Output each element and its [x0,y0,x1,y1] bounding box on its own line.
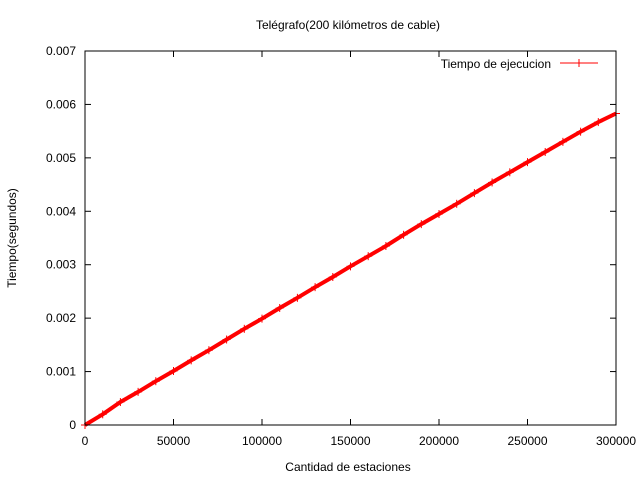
y-tick-label: 0.005 [46,151,76,165]
data-point [435,209,443,218]
data-point [364,252,373,261]
data-point [311,283,320,292]
data-point [523,158,532,167]
y-tick-label: 0 [69,418,76,432]
y-tick-label: 0.001 [46,365,76,379]
legend-label: Tiempo de ejecucion [441,57,551,71]
x-tick-label: 150000 [330,434,370,448]
data-point [452,199,461,208]
x-tick-label: 50000 [157,434,191,448]
x-axis: 0 50000 100000 150000 200000 250000 300000 [82,51,636,448]
data-point [134,387,143,396]
series-points [81,109,620,429]
data-point [98,410,107,419]
data-point [293,293,302,302]
data-point [594,118,603,127]
data-point [240,324,249,333]
data-point [222,335,231,344]
y-axis-label: Tiempo(segundos) [5,188,19,288]
data-point [116,398,125,407]
data-point [558,137,567,146]
chart-title: Telégrafo(200 kilómetros de cable) [256,18,440,32]
data-point [346,262,355,271]
y-axis: 0 0.001 0.002 0.003 0.004 0.005 0.006 0.007 [46,44,616,432]
y-tick-label: 0.003 [46,258,76,272]
data-point [204,346,213,355]
data-point [399,230,408,239]
data-point [488,178,497,187]
x-tick-label: 100000 [242,434,282,448]
x-tick-label: 0 [82,434,89,448]
data-point [541,147,550,156]
legend-marker [575,59,583,67]
y-tick-label: 0.006 [46,97,76,111]
data-point [381,242,390,251]
x-tick-label: 200000 [419,434,459,448]
data-point [328,273,337,282]
x-axis-label: Cantidad de estaciones [285,460,410,474]
data-point [169,367,178,376]
plot-frame [84,50,617,426]
data-point [417,220,426,229]
data-point [258,314,266,323]
data-point [275,303,284,312]
x-tick-label: 250000 [507,434,547,448]
x-tick-label: 300000 [596,434,636,448]
y-tick-label: 0.004 [46,204,76,218]
legend: Tiempo de ejecucion [441,57,598,71]
y-tick-label: 0.002 [46,311,76,325]
data-point [151,377,160,386]
data-point [187,356,196,365]
data-point [576,127,585,136]
y-tick-label: 0.007 [46,44,76,58]
data-point [505,168,514,177]
data-point [470,189,479,198]
